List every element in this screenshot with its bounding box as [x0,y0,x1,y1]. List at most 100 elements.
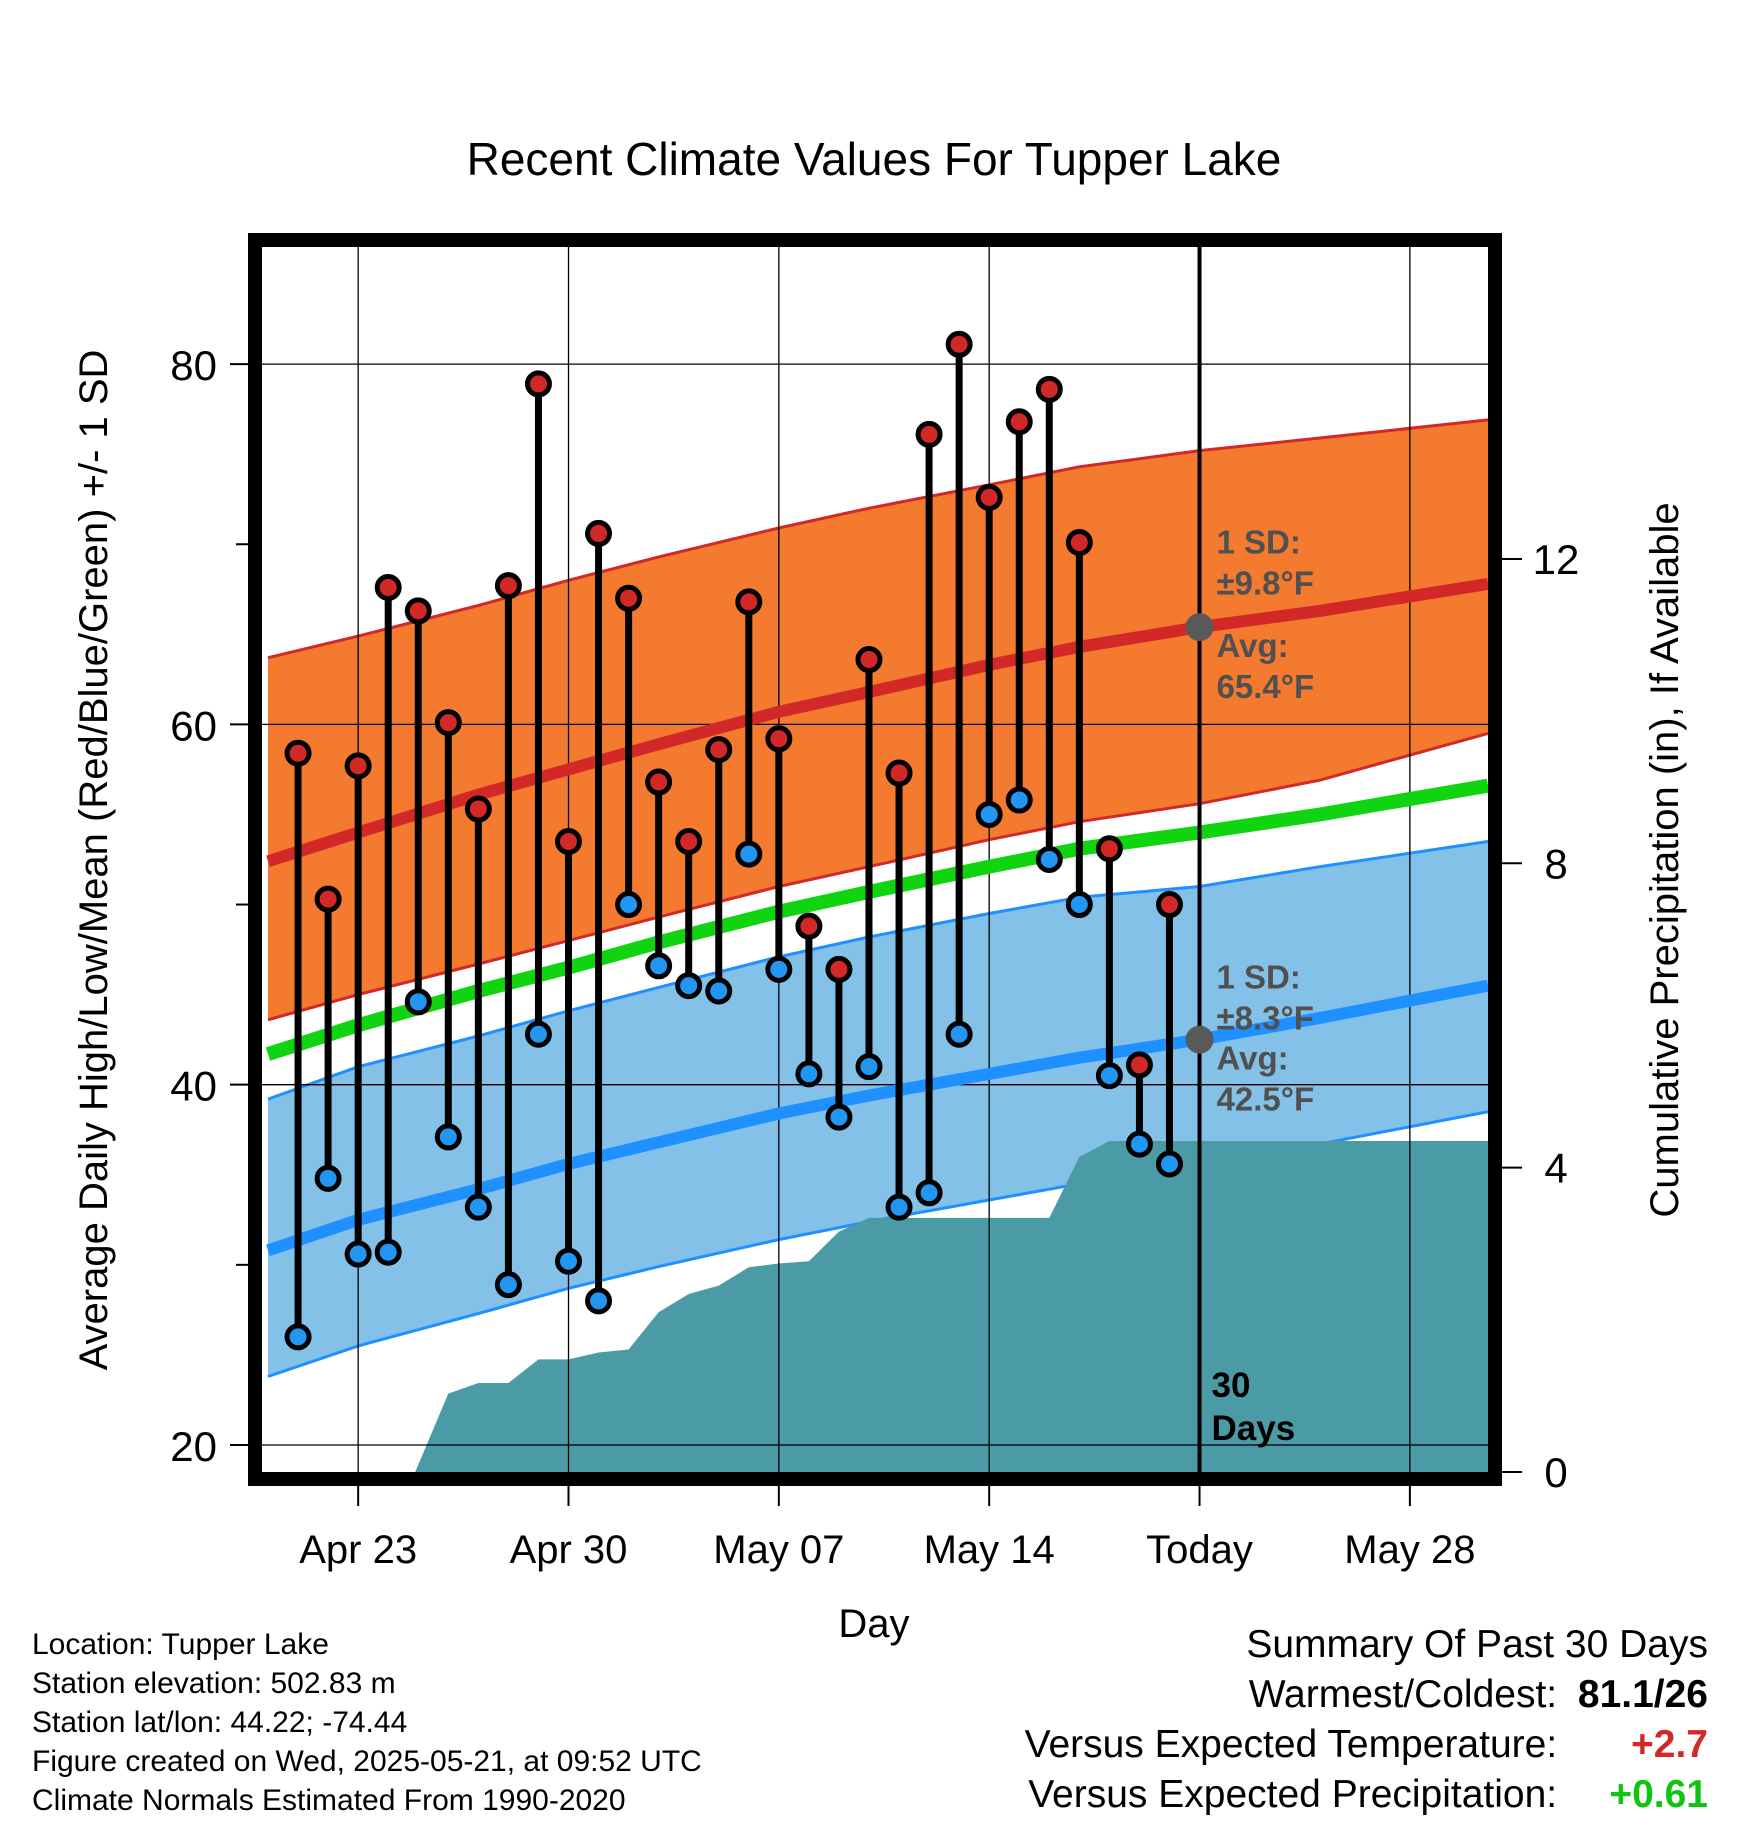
high-point [555,827,582,855]
low-point [945,1020,973,1048]
low-point [344,1240,372,1268]
axes: 20 40 60 80 0 4 8 12 Apr 23 Apr 30 May 07 May 14 Tod… [72,233,1687,1646]
low-point [615,891,643,919]
high-point [524,370,552,398]
high-point [915,420,943,448]
high-point [825,955,853,983]
high-point [585,519,613,547]
high-point [344,752,372,780]
high-point [1005,408,1033,436]
high-point [735,588,763,616]
low-point [1125,1130,1153,1158]
high-point [1035,375,1063,403]
y-axis-label: Average Daily High/Low/Mean (Red/Blue/Gr… [72,350,116,1371]
high-point [645,768,673,796]
low-point [1155,1150,1183,1178]
low-point [795,1060,823,1088]
x-tick-label: May 07 [713,1528,844,1572]
warmest-value: 81.1/26 [1577,1673,1708,1716]
high-point [795,912,823,940]
station-latlon: Station lat/lon: 44.22; -74.44 [32,1706,408,1739]
x-axis-label: Day [838,1602,909,1646]
temp-anomaly-value: +2.7 [1631,1723,1708,1766]
summary-precip-row: Versus Expected Precipitation: +0.61 [1025,1770,1708,1820]
high-point [705,736,733,764]
high-point [464,795,492,823]
high-point [374,573,402,601]
high-point [404,597,432,625]
plot-frame [248,233,1502,1486]
summary-panel: Summary Of Past 30 Days Warmest/Coldest:… [1025,1620,1708,1820]
y-tick-label: 40 [170,1063,217,1110]
low-point [464,1193,492,1221]
x-tick-label: Today [1146,1528,1253,1572]
y-tick-label: 80 [170,342,217,389]
x-tick-label: Apr 30 [510,1528,628,1572]
low-point [645,952,673,980]
high-point [494,572,522,600]
low-point [1035,846,1063,873]
y2-tick-label: 0 [1544,1449,1567,1496]
low-normal-line [266,979,1488,1257]
x-tick-label: May 28 [1344,1528,1475,1572]
low-upper-sd-line [267,840,1488,1101]
precip-anomaly-label: Versus Expected Precipitation: [1028,1773,1558,1816]
figure-created: Figure created on Wed, 2025-05-21, at 09… [32,1745,702,1778]
mean-normal-line [265,778,1488,1061]
y2-axis-label: Cumulative Precipitation (in), If Availa… [1643,502,1687,1217]
high-point [975,483,1003,511]
precipitation-area [415,1141,1488,1472]
y-tick-label: 60 [170,702,217,749]
low-avg-value: 42.5°F [1217,1081,1315,1118]
low-point [1005,786,1033,814]
window-label-number: 30 [1212,1366,1251,1405]
low-point [705,977,733,1005]
climate-normals-period: Climate Normals Estimated From 1990-2020 [32,1784,626,1817]
chart-title: Recent Climate Values For Tupper Lake [467,133,1282,185]
high-point [1155,891,1183,919]
temp-anomaly-label: Versus Expected Temperature: [1024,1723,1558,1766]
x-tick-label: May 14 [924,1528,1055,1572]
high-normal-line [266,577,1488,868]
low-point [975,800,1003,828]
low-avg-label: Avg: [1217,1040,1289,1077]
low-sd-value: ±8.3°F [1217,1000,1314,1037]
y2-tick-label: 8 [1544,840,1567,887]
y-tick-label: 20 [170,1423,217,1470]
high-point [855,646,883,674]
high-upper-sd-line [267,418,1488,660]
high-point [945,330,973,358]
high-point [1095,835,1123,863]
high-sd-band [268,419,1488,1020]
x-tick-label: Apr 23 [299,1528,417,1572]
high-point [284,739,312,767]
high-point [675,827,703,855]
low-point [855,1053,883,1081]
low-point [735,840,763,868]
high-sd-value: ±9.8°F [1217,565,1314,602]
y2-tick-label: 4 [1544,1145,1567,1192]
high-sd-label: 1 SD: [1217,524,1301,561]
low-point [374,1238,402,1266]
low-point [1065,891,1093,919]
high-point [1065,528,1093,556]
low-point [314,1164,342,1192]
high-point [615,584,643,612]
low-point [555,1247,582,1275]
high-lower-sd-line [267,731,1488,1022]
low-point [675,972,703,1000]
low-sd-label: 1 SD: [1217,959,1301,996]
high-point [885,759,913,787]
station-location: Location: Tupper Lake [32,1628,329,1661]
low-point [1095,1062,1123,1090]
high-point [314,885,342,913]
low-point [404,988,432,1016]
low-sd-band [268,841,1488,1377]
summary-temp-row: Versus Expected Temperature: +2.7 [1025,1720,1708,1770]
low-point [915,1179,943,1207]
precip-anomaly-value: +0.61 [1609,1773,1708,1816]
low-point [284,1323,312,1351]
summary-title: Summary Of Past 30 Days [1246,1623,1708,1666]
